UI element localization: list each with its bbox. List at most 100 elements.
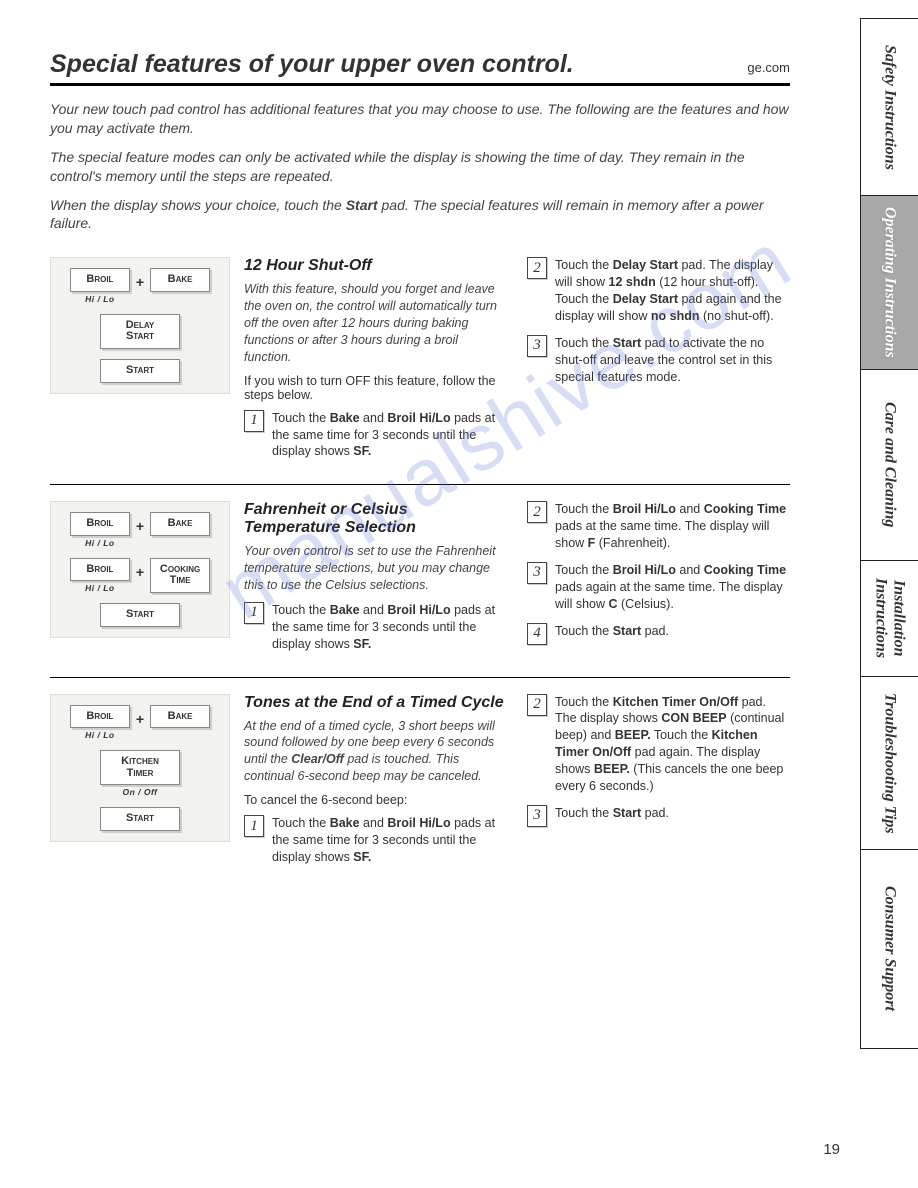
- step-text: Touch the Delay Start pad. The display w…: [555, 257, 790, 325]
- pad-button: Bake: [150, 512, 210, 536]
- button-sublabel: On / Off: [122, 787, 157, 797]
- step-text: Touch the Bake and Broil Hi/Lo pads at t…: [272, 815, 507, 866]
- pad-button: KitchenTimer: [100, 750, 180, 785]
- feature-title: 12 Hour Shut-Off: [244, 257, 507, 275]
- pad-button: Start: [100, 807, 180, 831]
- plus: +: [136, 705, 144, 727]
- step-number: 1: [244, 602, 264, 624]
- right-column: 2 Touch the Broil Hi/Lo and Cooking Time…: [527, 501, 790, 662]
- diagram-column: Broil Hi / Lo + Bake DelayStart Start: [50, 257, 230, 470]
- step: 4 Touch the Start pad.: [527, 623, 790, 645]
- button-stack: BroilHi / Lo: [70, 705, 130, 741]
- plus: +: [136, 268, 144, 290]
- button-stack: Start: [100, 603, 180, 627]
- button-diagram: BroilHi / Lo + Bake BroilHi / Lo + Cooki…: [50, 501, 230, 638]
- step: 3 Touch the Start pad.: [527, 805, 790, 827]
- step: 1 Touch the Bake and Broil Hi/Lo pads at…: [244, 410, 507, 461]
- side-tab[interactable]: Consumer Support: [860, 849, 918, 1049]
- pad-button: CookingTime: [150, 558, 210, 593]
- right-column: 2 Touch the Delay Start pad. The display…: [527, 257, 790, 470]
- intro-p2: The special feature modes can only be ac…: [50, 148, 790, 186]
- side-tabs: Safety InstructionsOperating Instruction…: [860, 18, 918, 1170]
- content-column: 12 Hour Shut-Off With this feature, shou…: [244, 257, 790, 470]
- left-column: 12 Hour Shut-Off With this feature, shou…: [244, 257, 507, 470]
- ge-link: ge.com: [747, 60, 790, 75]
- button-stack: BroilHi / Lo: [70, 558, 130, 594]
- button-stack: Broil Hi / Lo: [70, 268, 130, 304]
- step-number: 3: [527, 562, 547, 584]
- intro: Your new touch pad control has additiona…: [50, 100, 790, 233]
- feature-title: Fahrenheit or Celsius Temperature Select…: [244, 501, 507, 537]
- feature-section: BroilHi / Lo + Bake KitchenTimerOn / Off…: [50, 677, 790, 876]
- feature-title: Tones at the End of a Timed Cycle: [244, 694, 507, 712]
- feature-section: BroilHi / Lo + Bake DelayStart Start 12 …: [50, 243, 790, 470]
- side-tab[interactable]: Safety Instructions: [860, 18, 918, 196]
- content-column: Fahrenheit or Celsius Temperature Select…: [244, 501, 790, 662]
- step-text: Touch the Bake and Broil Hi/Lo pads at t…: [272, 410, 507, 461]
- pad-button: DelayStart: [100, 314, 180, 349]
- plus: +: [136, 558, 144, 580]
- side-tab[interactable]: Operating Instructions: [860, 195, 918, 371]
- side-tab[interactable]: Care and Cleaning: [860, 369, 918, 561]
- left-column: Fahrenheit or Celsius Temperature Select…: [244, 501, 507, 662]
- intro-p3: When the display shows your choice, touc…: [50, 196, 790, 234]
- step-number: 1: [244, 410, 264, 432]
- button-sublabel: Hi / Lo: [85, 583, 114, 593]
- feature-section: BroilHi / Lo + Bake BroilHi / Lo + Cooki…: [50, 484, 790, 662]
- feature-intro: Your oven control is set to use the Fahr…: [244, 543, 507, 594]
- intro-p1: Your new touch pad control has additiona…: [50, 100, 790, 138]
- step-number: 3: [527, 805, 547, 827]
- feature-intro: At the end of a timed cycle, 3 short bee…: [244, 718, 507, 786]
- pad-button: Broil: [70, 268, 130, 292]
- button-diagram: Broil Hi / Lo + Bake DelayStart Start: [50, 257, 230, 393]
- step: 3 Touch the Start pad to activate the no…: [527, 335, 790, 386]
- button-sublabel: Hi / Lo: [85, 294, 114, 304]
- button-sublabel: Hi / Lo: [85, 730, 114, 740]
- step-number: 1: [244, 815, 264, 837]
- diagram-column: BroilHi / Lo + Bake KitchenTimerOn / Off…: [50, 694, 230, 876]
- button-stack: Broil Hi / Lo: [70, 512, 130, 548]
- page-content: Special features of your upper oven cont…: [0, 0, 850, 906]
- step-lead: To cancel the 6-second beep:: [244, 793, 507, 807]
- feature-intro: With this feature, should you forget and…: [244, 281, 507, 365]
- pad-button: Broil: [70, 512, 130, 536]
- step: 1 Touch the Bake and Broil Hi/Lo pads at…: [244, 602, 507, 653]
- right-column: 2 Touch the Kitchen Timer On/Off pad. Th…: [527, 694, 790, 876]
- page-number: 19: [823, 1141, 840, 1158]
- step: 2 Touch the Broil Hi/Lo and Cooking Time…: [527, 501, 790, 552]
- step-number: 2: [527, 257, 547, 279]
- pad-button: Broil: [70, 705, 130, 729]
- step-text: Touch the Kitchen Timer On/Off pad. The …: [555, 694, 790, 795]
- step-text: Touch the Start pad.: [555, 623, 669, 640]
- button-sublabel: Hi / Lo: [85, 538, 114, 548]
- page-title: Special features of your upper oven cont…: [50, 50, 574, 79]
- side-tab[interactable]: Troubleshooting Tips: [860, 676, 918, 850]
- step-lead: If you wish to turn OFF this feature, fo…: [244, 374, 507, 402]
- pad-button: Start: [100, 603, 180, 627]
- step-number: 2: [527, 501, 547, 523]
- step: 2 Touch the Kitchen Timer On/Off pad. Th…: [527, 694, 790, 795]
- button-stack: Bake: [150, 268, 210, 292]
- button-stack: Bake: [150, 512, 210, 536]
- step-text: Touch the Broil Hi/Lo and Cooking Time p…: [555, 562, 790, 613]
- header: Special features of your upper oven cont…: [50, 50, 790, 86]
- step: 3 Touch the Broil Hi/Lo and Cooking Time…: [527, 562, 790, 613]
- step-number: 4: [527, 623, 547, 645]
- step-text: Touch the Bake and Broil Hi/Lo pads at t…: [272, 602, 507, 653]
- diagram-column: BroilHi / Lo + Bake BroilHi / Lo + Cooki…: [50, 501, 230, 662]
- button-stack: Start: [100, 807, 180, 831]
- pad-button: Broil: [70, 558, 130, 582]
- button-stack: KitchenTimer On / Off: [100, 750, 180, 797]
- side-tab[interactable]: Installation Instructions: [860, 560, 918, 678]
- pad-button: Bake: [150, 268, 210, 292]
- step-text: Touch the Start pad.: [555, 805, 669, 822]
- step: 2 Touch the Delay Start pad. The display…: [527, 257, 790, 325]
- button-stack: DelayStart: [100, 314, 180, 349]
- step-number: 3: [527, 335, 547, 357]
- button-stack: CookingTime: [150, 558, 210, 593]
- button-stack: Start: [100, 359, 180, 383]
- step-number: 2: [527, 694, 547, 716]
- button-diagram: BroilHi / Lo + Bake KitchenTimerOn / Off…: [50, 694, 230, 842]
- step-text: Touch the Start pad to activate the no s…: [555, 335, 790, 386]
- left-column: Tones at the End of a Timed Cycle At the…: [244, 694, 507, 876]
